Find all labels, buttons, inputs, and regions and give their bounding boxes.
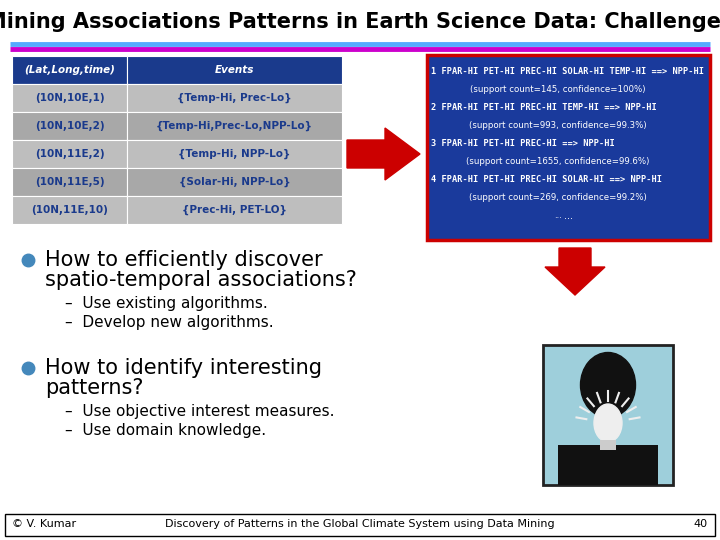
Text: 3 FPAR-HI PET-HI PREC-HI ==> NPP-HI: 3 FPAR-HI PET-HI PREC-HI ==> NPP-HI xyxy=(431,139,615,148)
Text: (support count=1655, confidence=99.6%): (support count=1655, confidence=99.6%) xyxy=(467,157,649,166)
Text: (10N,11E,5): (10N,11E,5) xyxy=(35,177,104,187)
Text: –  Use objective interest measures.: – Use objective interest measures. xyxy=(65,404,335,419)
Text: (10N,10E,2): (10N,10E,2) xyxy=(35,121,104,131)
Text: –  Develop new algorithms.: – Develop new algorithms. xyxy=(65,315,274,330)
Text: How to efficiently discover: How to efficiently discover xyxy=(45,250,323,270)
FancyBboxPatch shape xyxy=(12,112,127,140)
Text: (10N,11E,2): (10N,11E,2) xyxy=(35,149,104,159)
Text: (10N,11E,10): (10N,11E,10) xyxy=(31,205,108,215)
FancyBboxPatch shape xyxy=(543,345,673,485)
FancyBboxPatch shape xyxy=(12,140,127,168)
FancyBboxPatch shape xyxy=(127,140,342,168)
FancyBboxPatch shape xyxy=(127,112,342,140)
Text: {Solar-Hi, NPP-Lo}: {Solar-Hi, NPP-Lo} xyxy=(179,177,290,187)
Text: ...: ... xyxy=(554,211,562,220)
FancyBboxPatch shape xyxy=(600,440,616,450)
Text: (10N,10E,1): (10N,10E,1) xyxy=(35,93,104,103)
Text: patterns?: patterns? xyxy=(45,378,143,398)
Text: {Temp-Hi, NPP-Lo}: {Temp-Hi, NPP-Lo} xyxy=(179,149,291,159)
Polygon shape xyxy=(347,128,420,180)
Text: 40: 40 xyxy=(694,519,708,529)
FancyBboxPatch shape xyxy=(5,514,715,536)
FancyBboxPatch shape xyxy=(12,84,127,112)
Ellipse shape xyxy=(580,353,636,417)
Text: (support count=269, confidence=99.2%): (support count=269, confidence=99.2%) xyxy=(469,193,647,202)
Text: © V. Kumar: © V. Kumar xyxy=(12,519,76,529)
Text: –  Use existing algorithms.: – Use existing algorithms. xyxy=(65,296,268,311)
Text: (Lat,Long,time): (Lat,Long,time) xyxy=(24,65,115,75)
Text: How to identify interesting: How to identify interesting xyxy=(45,358,322,378)
Text: 1 FPAR-HI PET-HI PREC-HI SOLAR-HI TEMP-HI ==> NPP-HI: 1 FPAR-HI PET-HI PREC-HI SOLAR-HI TEMP-H… xyxy=(431,67,704,76)
Text: Discovery of Patterns in the Global Climate System using Data Mining: Discovery of Patterns in the Global Clim… xyxy=(165,519,555,529)
Text: Mining Associations Patterns in Earth Science Data: Challenges: Mining Associations Patterns in Earth Sc… xyxy=(0,12,720,32)
FancyBboxPatch shape xyxy=(12,56,127,84)
Text: Events: Events xyxy=(215,65,254,75)
Text: {Temp-Hi, Prec-Lo}: {Temp-Hi, Prec-Lo} xyxy=(177,93,292,103)
Text: 4 FPAR-HI PET-HI PREC-HI SOLAR-HI ==> NPP-HI: 4 FPAR-HI PET-HI PREC-HI SOLAR-HI ==> NP… xyxy=(431,175,662,184)
FancyBboxPatch shape xyxy=(127,196,342,224)
FancyBboxPatch shape xyxy=(12,168,127,196)
Text: (support count=145, confidence=100%): (support count=145, confidence=100%) xyxy=(470,85,646,94)
FancyBboxPatch shape xyxy=(427,55,710,240)
FancyBboxPatch shape xyxy=(127,56,342,84)
Text: –  Use domain knowledge.: – Use domain knowledge. xyxy=(65,423,266,438)
Text: spatio-temporal associations?: spatio-temporal associations? xyxy=(45,270,357,290)
FancyBboxPatch shape xyxy=(12,196,127,224)
Text: {Prec-Hi, PET-LO}: {Prec-Hi, PET-LO} xyxy=(182,205,287,215)
Polygon shape xyxy=(545,248,605,295)
Text: {Temp-Hi,Prec-Lo,NPP-Lo}: {Temp-Hi,Prec-Lo,NPP-Lo} xyxy=(156,121,313,131)
FancyBboxPatch shape xyxy=(127,84,342,112)
FancyBboxPatch shape xyxy=(558,445,658,485)
FancyBboxPatch shape xyxy=(127,168,342,196)
Text: ...: ... xyxy=(564,211,573,221)
Text: 2 FPAR-HI PET-HI PREC-HI TEMP-HI ==> NPP-HI: 2 FPAR-HI PET-HI PREC-HI TEMP-HI ==> NPP… xyxy=(431,103,657,112)
Text: (support count=993, confidence=99.3%): (support count=993, confidence=99.3%) xyxy=(469,121,647,130)
Ellipse shape xyxy=(594,404,622,442)
